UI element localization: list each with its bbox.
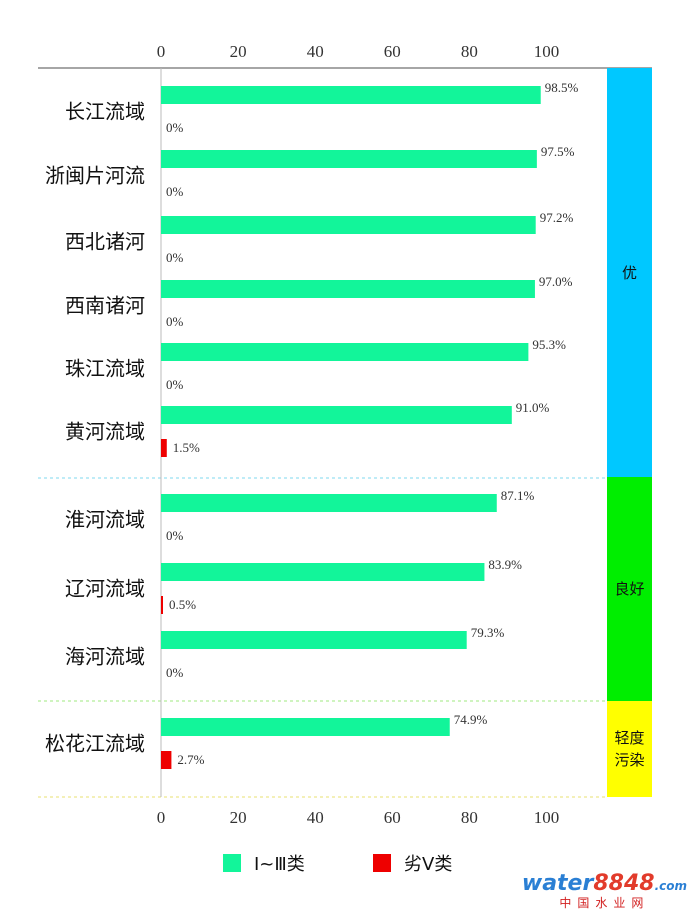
category-label: 辽河流域 [65, 577, 145, 601]
category-label: 西北诸河 [65, 230, 145, 254]
value-label-s2: 0% [166, 314, 184, 329]
legend-label-s2: 劣Ⅴ类 [404, 854, 452, 875]
value-label-s1: 79.3% [471, 625, 505, 640]
legend-swatch-s2 [373, 854, 391, 872]
x-tick-bottom: 80 [461, 808, 478, 827]
x-tick-bottom: 20 [230, 808, 247, 827]
x-tick-top: 40 [307, 42, 324, 61]
bar-s1 [161, 563, 485, 581]
x-tick-top: 80 [461, 42, 478, 61]
value-label-s2: 2.7% [177, 752, 204, 767]
band-label: 污染 [614, 751, 644, 769]
bar-s2 [161, 751, 172, 769]
band-1 [607, 477, 652, 701]
x-tick-top: 0 [157, 42, 166, 61]
x-tick-bottom: 40 [307, 808, 324, 827]
x-tick-top: 20 [230, 42, 247, 61]
band-2 [607, 701, 652, 797]
bar-s1 [161, 280, 535, 298]
category-label: 珠江流域 [65, 357, 145, 381]
bar-s2 [161, 596, 163, 614]
x-tick-bottom: 60 [384, 808, 401, 827]
value-label-s1: 74.9% [454, 712, 488, 727]
band-label: 轻度 [614, 729, 644, 747]
category-label: 长江流域 [65, 100, 145, 124]
bar-s1 [161, 150, 537, 168]
bar-s1 [161, 406, 512, 424]
bar-s1 [161, 494, 497, 512]
value-label-s2: 0.5% [169, 597, 196, 612]
bar-s1 [161, 216, 536, 234]
watermark-logo: water8848.com 中国水业网 [521, 871, 687, 910]
value-label-s2: 0% [166, 120, 184, 135]
category-label: 黄河流域 [65, 420, 145, 444]
band-label: 优 [622, 264, 637, 282]
value-label-s1: 83.9% [488, 557, 522, 572]
band-label: 良好 [614, 580, 644, 598]
value-label-s1: 97.2% [540, 210, 574, 225]
category-label: 松花江流域 [45, 732, 145, 756]
value-label-s1: 91.0% [516, 400, 550, 415]
category-label: 海河流域 [65, 645, 145, 669]
value-label-s1: 87.1% [501, 488, 535, 503]
x-tick-bottom: 0 [157, 808, 166, 827]
value-label-s1: 97.0% [539, 274, 573, 289]
bar-s2 [161, 439, 167, 457]
category-label: 西南诸河 [65, 294, 145, 318]
x-tick-bottom: 100 [534, 808, 560, 827]
x-tick-top: 100 [534, 42, 560, 61]
value-label-s1: 95.3% [532, 337, 566, 352]
value-label-s2: 0% [166, 184, 184, 199]
value-label-s2: 0% [166, 250, 184, 265]
bar-s1 [161, 718, 450, 736]
value-label-s2: 0% [166, 528, 184, 543]
value-label-s1: 98.5% [545, 80, 579, 95]
bar-s1 [161, 86, 541, 104]
value-label-s2: 0% [166, 377, 184, 392]
value-label-s1: 97.5% [541, 144, 575, 159]
value-label-s2: 1.5% [173, 440, 200, 455]
value-label-s2: 0% [166, 665, 184, 680]
category-label: 淮河流域 [65, 508, 145, 532]
legend-swatch-s1 [223, 854, 241, 872]
legend-label-s1: Ⅰ~Ⅲ类 [254, 854, 305, 875]
bar-s1 [161, 631, 467, 649]
band-0 [607, 68, 652, 478]
bar-s1 [161, 343, 529, 361]
x-tick-top: 60 [384, 42, 401, 61]
category-label: 浙闽片河流 [45, 164, 145, 188]
